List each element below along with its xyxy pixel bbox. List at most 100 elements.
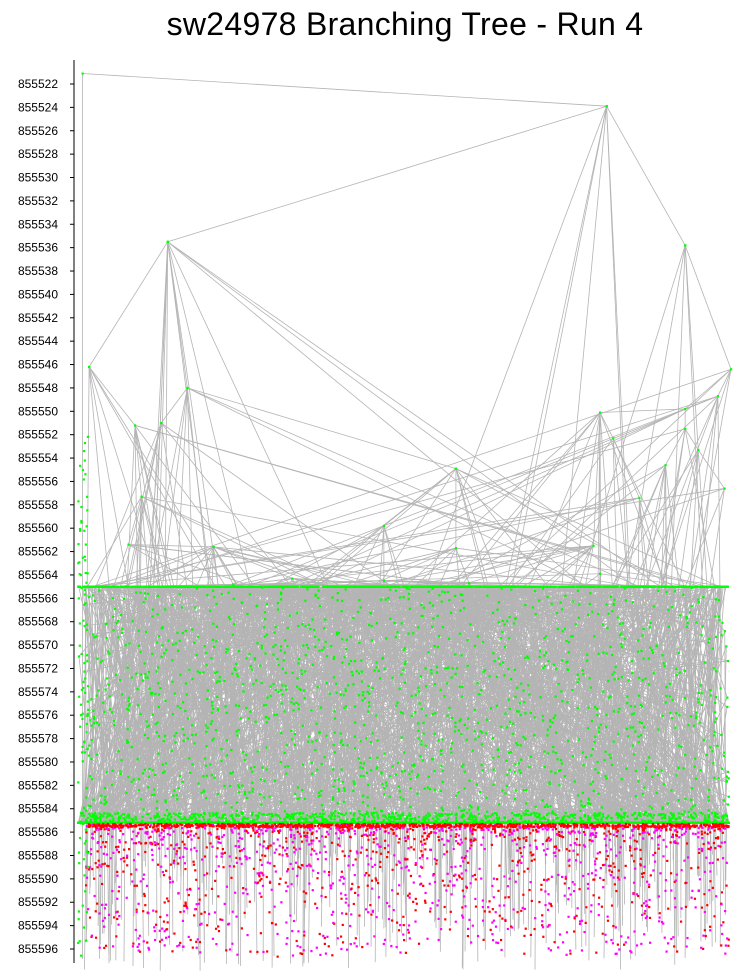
tree-node xyxy=(336,592,339,595)
tree-node xyxy=(304,654,307,657)
tree-edge xyxy=(648,817,652,865)
tree-node xyxy=(119,613,123,617)
tree-edge xyxy=(571,708,620,823)
tree-node xyxy=(697,448,700,452)
tree-edge xyxy=(105,709,129,772)
tree-node xyxy=(605,105,608,108)
tree-node xyxy=(420,743,423,746)
tree-edge xyxy=(612,438,686,587)
tree-node xyxy=(241,784,244,787)
tree-edge xyxy=(134,425,142,497)
tree-edge xyxy=(709,488,725,587)
tree-node xyxy=(352,780,355,783)
tree-node xyxy=(541,715,544,718)
tree-edge xyxy=(678,449,699,587)
tree-node xyxy=(174,642,177,645)
tree-node xyxy=(133,424,137,427)
tree-node xyxy=(524,603,527,607)
tree-node xyxy=(175,731,178,735)
tree-edge xyxy=(187,387,457,469)
tree-node xyxy=(692,724,696,727)
tree-edge xyxy=(455,545,594,588)
tree-node xyxy=(701,625,704,628)
tree-node xyxy=(330,812,333,815)
tree-node xyxy=(294,792,297,795)
tree-edge xyxy=(374,817,377,963)
tree-node xyxy=(400,770,404,773)
tree-node xyxy=(630,713,633,716)
tree-node xyxy=(726,705,729,709)
tree-node xyxy=(311,740,314,743)
tree-node xyxy=(529,755,533,758)
tree-node xyxy=(618,622,622,625)
tree-edge xyxy=(614,678,715,823)
tree-edge xyxy=(168,586,307,823)
tree-node xyxy=(325,681,328,685)
tree-edge xyxy=(78,656,98,823)
tree-node xyxy=(385,585,388,588)
tree-node xyxy=(613,598,616,601)
tree-node xyxy=(211,638,215,642)
tree-node xyxy=(688,611,691,614)
tree-node xyxy=(137,778,141,781)
tree-node xyxy=(498,663,502,666)
tree-edge xyxy=(599,408,686,413)
tree-node xyxy=(202,671,205,674)
tree-node xyxy=(399,596,402,599)
tree-edge xyxy=(684,245,732,370)
tree-node xyxy=(320,804,323,807)
tree-node xyxy=(166,240,169,244)
tree-edge xyxy=(139,586,158,809)
tree-node xyxy=(91,778,94,781)
tree-edge xyxy=(223,680,245,823)
tree-edge xyxy=(108,776,129,816)
tree-edge xyxy=(134,425,172,587)
tree-node xyxy=(725,779,728,783)
tree-node xyxy=(362,794,365,797)
tree-node xyxy=(118,679,122,682)
tree-edge xyxy=(121,395,719,588)
tree-node xyxy=(663,664,666,668)
tree-node xyxy=(600,819,603,822)
tree-node xyxy=(245,657,248,660)
tree-node xyxy=(332,768,335,771)
tree-node xyxy=(609,645,612,648)
tree-node xyxy=(684,407,687,411)
tree-node xyxy=(690,604,693,608)
tree-node xyxy=(469,623,472,626)
tree-edge xyxy=(213,546,610,588)
tree-node xyxy=(501,630,504,633)
tree-edge xyxy=(464,586,549,823)
tree-node xyxy=(503,674,506,677)
tree-node xyxy=(291,577,294,580)
tree-node xyxy=(139,673,142,676)
tree-node xyxy=(181,631,184,635)
tree-edge xyxy=(645,395,719,587)
tree-edge xyxy=(226,395,719,588)
tree-node xyxy=(723,487,726,490)
tree-node xyxy=(410,694,413,698)
tree-node xyxy=(337,778,340,781)
tree-edge xyxy=(684,428,715,587)
tree-node xyxy=(417,722,420,725)
tree-node xyxy=(340,610,343,613)
tree-node xyxy=(284,765,287,768)
tree-node xyxy=(441,780,444,783)
tree-edge xyxy=(706,599,717,823)
tree-node xyxy=(500,587,503,590)
tree-node xyxy=(119,770,122,773)
tree-edge xyxy=(232,623,235,635)
tree-edge xyxy=(167,105,607,243)
tree-node xyxy=(697,701,700,704)
tree-node xyxy=(546,595,549,599)
tree-node xyxy=(184,629,187,633)
tree-node xyxy=(335,691,338,694)
tree-node xyxy=(463,787,466,790)
tree-edge xyxy=(227,817,231,901)
tree-node xyxy=(90,724,93,727)
tree-node xyxy=(318,730,321,734)
tree-node xyxy=(407,598,410,601)
tree-edge xyxy=(181,586,240,823)
tree-node xyxy=(599,572,602,575)
tree-node xyxy=(417,729,420,732)
